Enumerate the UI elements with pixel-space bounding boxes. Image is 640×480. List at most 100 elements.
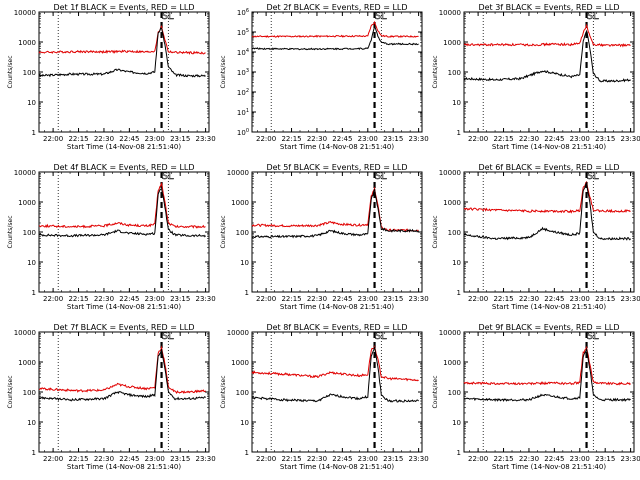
x-tick-label: 22:00: [43, 455, 63, 463]
y-tick-label: 1000: [231, 199, 249, 207]
x-tick-label: 22:30: [307, 135, 327, 143]
x-tick-label: 22:30: [94, 455, 114, 463]
panel-9: Det 9f BLACK = Events, RED = LLD 1 10 100 10…: [432, 323, 640, 471]
x-tick-label: 22:45: [119, 135, 139, 143]
y-tick-label: 10000: [227, 169, 249, 177]
y-tick-label: 1000: [443, 359, 461, 367]
y-tick-label: 1: [32, 449, 36, 457]
y-tick-label: 104: [237, 48, 249, 57]
y-axis-label: Counts/sec: [432, 375, 439, 408]
x-tick-label: 23:30: [196, 135, 216, 143]
sl-annotation: SL: [162, 171, 174, 182]
x-axis-label: Start Time (14-Nov-08 21:51:40): [280, 303, 394, 311]
panel-title: Det 6f BLACK = Events, RED = LLD: [478, 163, 619, 172]
y-tick-label: 100: [448, 69, 461, 77]
y-tick-label: 100: [23, 389, 36, 397]
x-tick-label: 22:15: [68, 135, 88, 143]
x-tick-label: 22:15: [68, 455, 88, 463]
lld-series-line: [463, 345, 631, 386]
x-tick-label: 22:45: [119, 295, 139, 303]
x-tick-label: 22:15: [493, 455, 513, 463]
lld-series-line: [251, 345, 419, 382]
x-tick-label: 23:00: [145, 455, 165, 463]
x-tick-label: 23:30: [409, 295, 429, 303]
x-tick-label: 22:45: [332, 455, 352, 463]
y-tick-label: 1: [457, 449, 461, 457]
y-tick-label: 1: [245, 449, 249, 457]
x-axis-label: Start Time (14-Nov-08 21:51:40): [67, 303, 181, 311]
lld-series-line: [38, 25, 206, 55]
sl-annotation: SL: [375, 171, 387, 182]
y-tick-label: 102: [237, 88, 249, 97]
x-tick-label: 23:30: [196, 455, 216, 463]
y-tick-label: 1000: [18, 359, 36, 367]
lld-series-line: [463, 180, 631, 214]
x-tick-label: 22:30: [307, 295, 327, 303]
x-tick-label: 23:00: [570, 455, 590, 463]
sl-annotation: SL: [375, 11, 387, 22]
y-axis-label: Counts/sec: [7, 55, 14, 88]
panel-title: Det 3f BLACK = Events, RED = LLD: [478, 3, 619, 12]
y-tick-label: 100: [448, 389, 461, 397]
x-tick-label: 23:00: [358, 295, 378, 303]
x-tick-label: 23:15: [595, 135, 615, 143]
x-tick-label: 23:15: [383, 455, 403, 463]
y-tick-label: 100: [23, 229, 36, 237]
panel-4: Det 4f BLACK = Events, RED = LLD 1 10 100 10…: [7, 163, 216, 311]
x-tick-label: 23:00: [145, 295, 165, 303]
x-tick-label: 23:15: [595, 295, 615, 303]
panel-title: Det 8f BLACK = Events, RED = LLD: [266, 323, 407, 332]
x-tick-label: 23:30: [621, 455, 640, 463]
panel-title: Det 5f BLACK = Events, RED = LLD: [266, 163, 407, 172]
y-tick-label: 1: [245, 289, 249, 297]
x-axis-label: Start Time (14-Nov-08 21:51:40): [492, 143, 606, 151]
y-tick-label: 101: [237, 108, 249, 117]
x-axis-label: Start Time (14-Nov-08 21:51:40): [492, 463, 606, 471]
panel-1: Det 1f BLACK = Events, RED = LLD 1 10 100 10…: [7, 3, 216, 151]
panel-5: Det 5f BLACK = Events, RED = LLD 1 10 100 10…: [220, 163, 429, 311]
panel-3: Det 3f BLACK = Events, RED = LLD 1 10 100 10…: [432, 3, 640, 151]
y-tick-label: 10000: [14, 169, 36, 177]
y-tick-label: 10000: [439, 9, 461, 17]
y-tick-label: 10: [452, 99, 461, 107]
lld-series-line: [463, 23, 631, 48]
plot-frame: [463, 331, 635, 453]
x-tick-label: 22:30: [519, 135, 539, 143]
x-tick-label: 22:00: [256, 455, 276, 463]
x-tick-label: 22:15: [493, 135, 513, 143]
x-axis-label: Start Time (14-Nov-08 21:51:40): [492, 303, 606, 311]
x-tick-label: 23:00: [145, 135, 165, 143]
y-axis-label: Counts/sec: [432, 215, 439, 248]
y-tick-label: 1000: [18, 199, 36, 207]
panel-7: Det 7f BLACK = Events, RED = LLD 1 10 100 10…: [7, 323, 216, 471]
plot-frame: [463, 171, 635, 293]
x-tick-label: 23:00: [358, 455, 378, 463]
x-tick-label: 22:00: [43, 135, 63, 143]
y-axis-label: Counts/sec: [220, 215, 227, 248]
plot-frame: [251, 11, 423, 133]
y-axis-label: Counts/sec: [220, 375, 227, 408]
y-tick-label: 1: [32, 289, 36, 297]
x-tick-label: 22:00: [468, 295, 488, 303]
y-tick-label: 10: [240, 419, 249, 427]
x-axis-label: Start Time (14-Nov-08 21:51:40): [67, 143, 181, 151]
x-tick-label: 23:00: [570, 295, 590, 303]
y-tick-label: 10: [27, 99, 36, 107]
x-tick-label: 22:45: [544, 295, 564, 303]
panel-title: Det 7f BLACK = Events, RED = LLD: [53, 323, 194, 332]
y-tick-label: 10: [452, 419, 461, 427]
x-tick-label: 23:15: [170, 455, 190, 463]
lld-series-line: [38, 181, 206, 229]
x-tick-label: 22:00: [468, 455, 488, 463]
x-tick-label: 23:30: [621, 135, 640, 143]
panel-title: Det 9f BLACK = Events, RED = LLD: [478, 323, 619, 332]
y-tick-label: 1: [457, 289, 461, 297]
panel-title: Det 2f BLACK = Events, RED = LLD: [266, 3, 407, 12]
events-series-line: [38, 27, 206, 78]
x-tick-label: 23:30: [621, 295, 640, 303]
events-series-line: [251, 188, 419, 239]
y-tick-label: 1000: [18, 39, 36, 47]
y-tick-label: 106: [237, 8, 249, 17]
y-tick-label: 10000: [14, 9, 36, 17]
